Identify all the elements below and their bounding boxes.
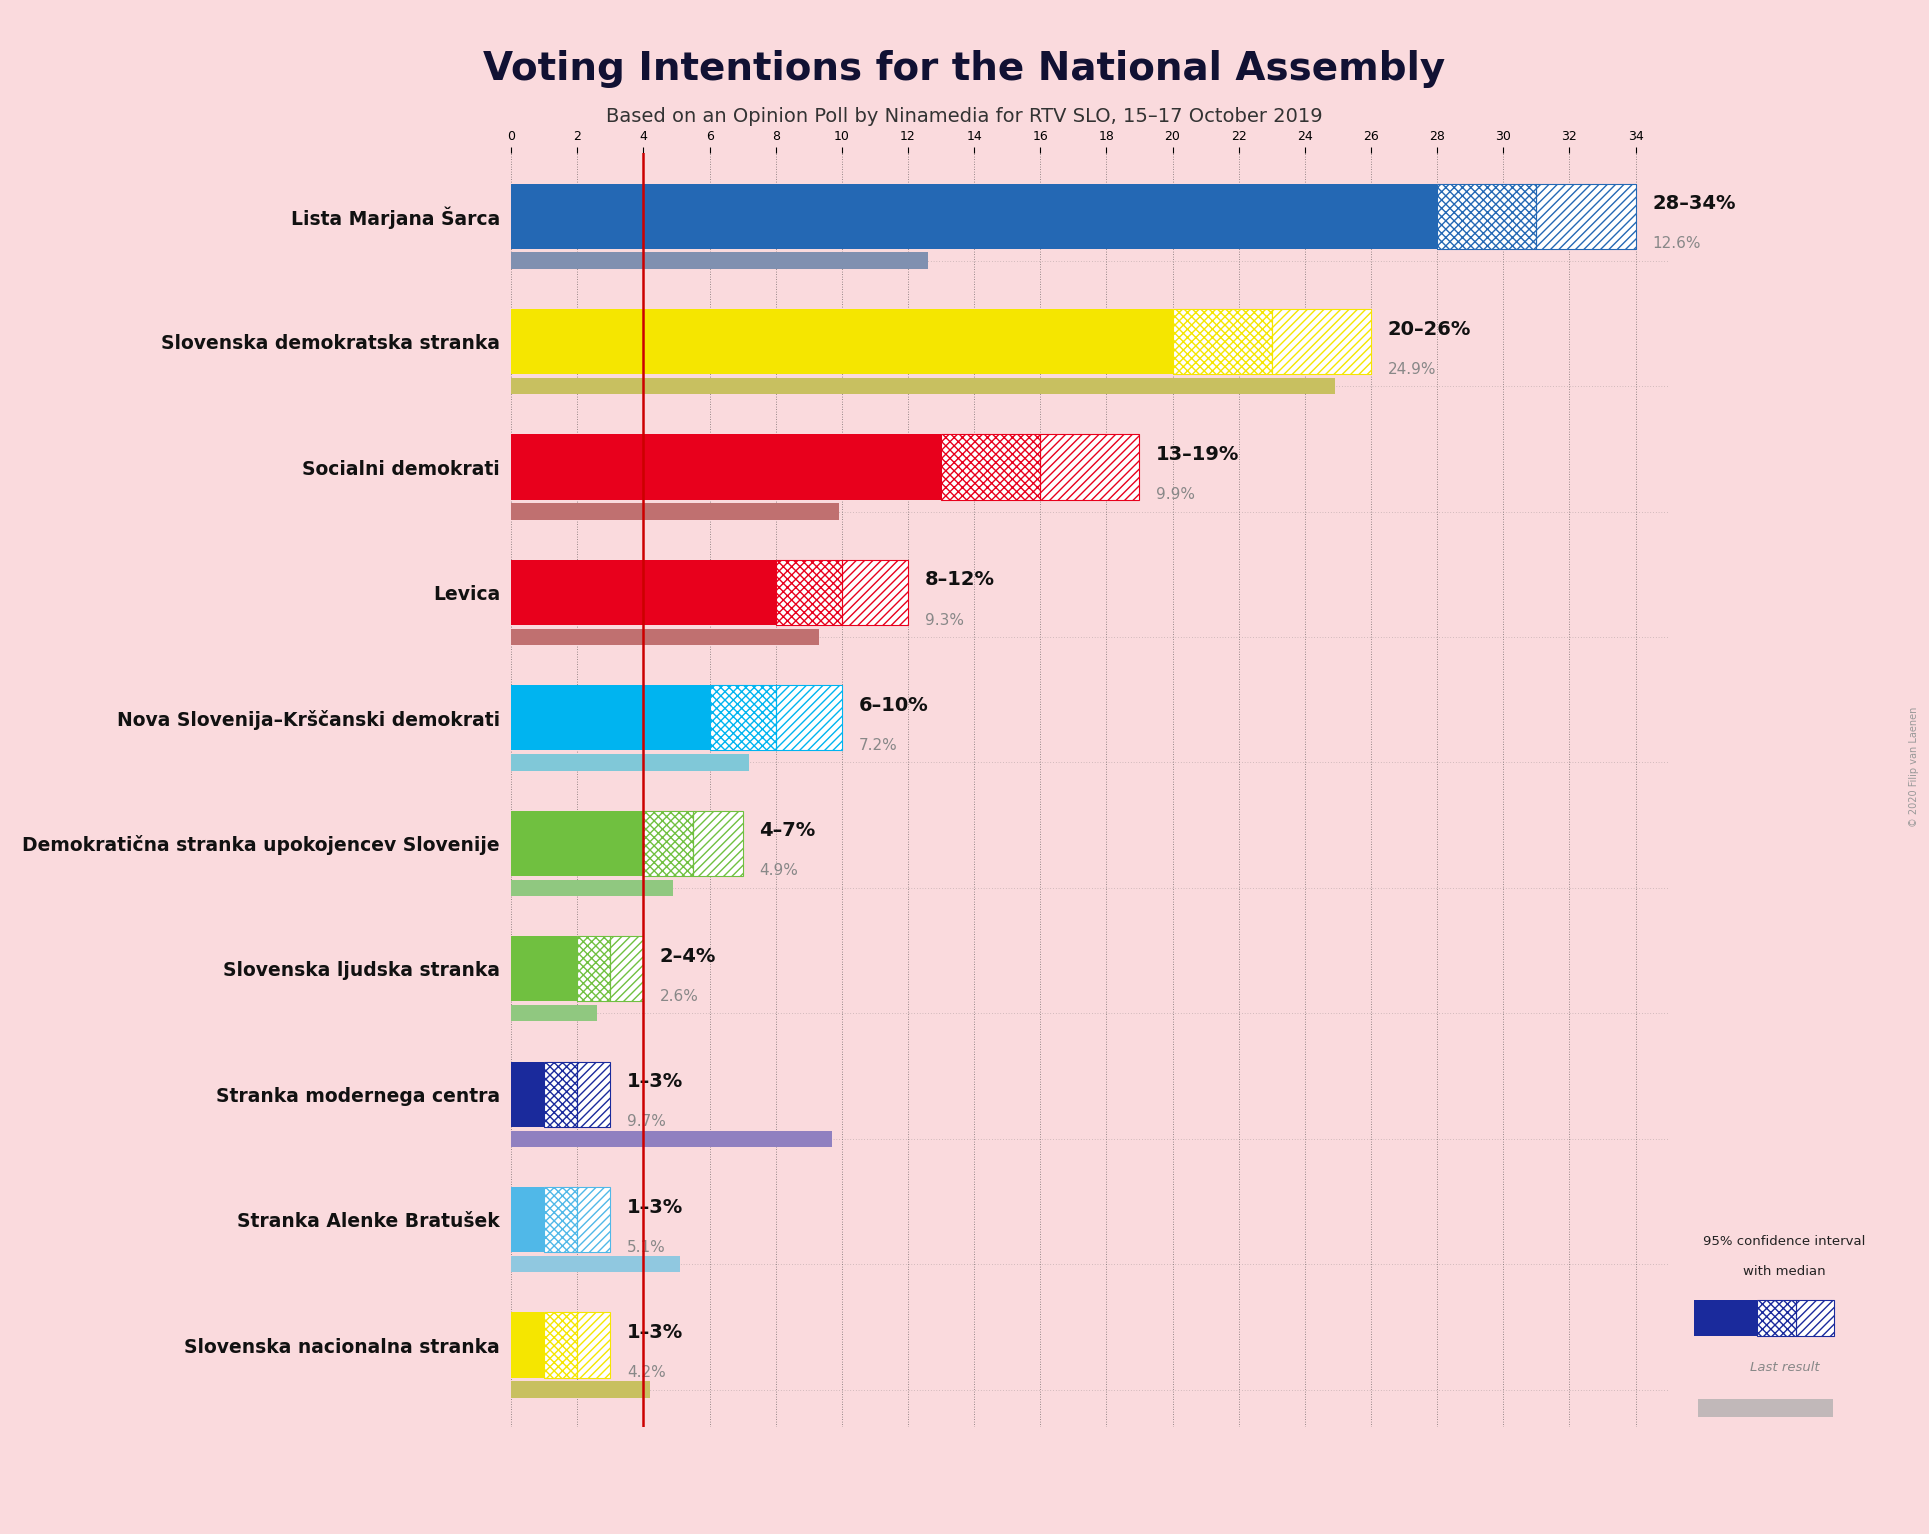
Bar <box>511 434 941 500</box>
Bar <box>544 1187 577 1252</box>
Bar <box>1757 1299 1796 1336</box>
Bar <box>1796 1299 1834 1336</box>
Bar <box>511 560 775 624</box>
Bar <box>544 1313 577 1378</box>
Bar <box>511 755 748 770</box>
Bar <box>511 810 644 876</box>
Text: 8–12%: 8–12% <box>924 571 995 589</box>
Bar <box>511 1005 598 1022</box>
Bar <box>544 1187 577 1252</box>
Bar <box>1173 308 1271 374</box>
Bar <box>710 686 775 750</box>
Bar <box>693 810 743 876</box>
Bar <box>511 936 577 1002</box>
Bar <box>511 1062 544 1127</box>
Bar <box>941 434 1040 500</box>
Bar <box>610 936 644 1002</box>
Bar <box>544 1062 577 1127</box>
Bar <box>511 1313 544 1378</box>
Text: 5.1%: 5.1% <box>627 1239 666 1255</box>
Text: 6–10%: 6–10% <box>858 696 928 715</box>
Text: 12.6%: 12.6% <box>1651 236 1701 252</box>
Text: 7.2%: 7.2% <box>858 738 897 753</box>
Bar <box>710 686 775 750</box>
Bar <box>610 936 644 1002</box>
Bar <box>511 377 1335 394</box>
Bar <box>511 1187 544 1252</box>
Text: 95% confidence interval: 95% confidence interval <box>1703 1235 1865 1247</box>
Bar <box>841 560 909 624</box>
Bar <box>693 810 743 876</box>
Text: Last result: Last result <box>1750 1361 1819 1374</box>
Bar <box>775 560 841 624</box>
Bar <box>511 308 1173 374</box>
Text: 20–26%: 20–26% <box>1387 319 1472 339</box>
Bar <box>1437 184 1535 249</box>
Bar <box>1694 1299 1757 1336</box>
Bar <box>544 1062 577 1127</box>
Text: 4.9%: 4.9% <box>760 864 799 879</box>
Bar <box>1271 308 1372 374</box>
Bar <box>1271 308 1372 374</box>
Bar <box>511 1131 831 1147</box>
Bar <box>1698 1399 1833 1417</box>
Text: 1–3%: 1–3% <box>627 1198 683 1216</box>
Bar <box>577 1187 610 1252</box>
Bar <box>1535 184 1636 249</box>
Bar <box>941 434 1040 500</box>
Bar <box>775 686 841 750</box>
Bar <box>1173 308 1271 374</box>
Text: with median: with median <box>1744 1264 1825 1278</box>
Bar <box>1040 434 1140 500</box>
Bar <box>577 936 610 1002</box>
Text: 9.3%: 9.3% <box>924 612 964 627</box>
Text: 4.2%: 4.2% <box>627 1365 666 1381</box>
Text: 13–19%: 13–19% <box>1155 445 1240 463</box>
Bar <box>1040 434 1140 500</box>
Bar <box>511 184 1437 249</box>
Bar <box>577 1313 610 1378</box>
Text: © 2020 Filip van Laenen: © 2020 Filip van Laenen <box>1908 707 1919 827</box>
Bar <box>1796 1299 1834 1336</box>
Text: 2–4%: 2–4% <box>660 946 716 966</box>
Bar <box>577 1313 610 1378</box>
Bar <box>775 560 841 624</box>
Bar <box>511 503 839 520</box>
Bar <box>577 1187 610 1252</box>
Text: 1–3%: 1–3% <box>627 1322 683 1342</box>
Bar <box>644 810 693 876</box>
Bar <box>841 560 909 624</box>
Bar <box>544 1313 577 1378</box>
Text: Based on an Opinion Poll by Ninamedia for RTV SLO, 15–17 October 2019: Based on an Opinion Poll by Ninamedia fo… <box>606 107 1323 126</box>
Bar <box>577 1062 610 1127</box>
Bar <box>644 810 693 876</box>
Bar <box>577 936 610 1002</box>
Bar <box>511 1382 650 1397</box>
Text: 9.7%: 9.7% <box>627 1114 666 1129</box>
Text: 24.9%: 24.9% <box>1387 362 1435 377</box>
Bar <box>511 629 818 646</box>
Text: 4–7%: 4–7% <box>760 821 816 841</box>
Bar <box>511 879 673 896</box>
Bar <box>577 1062 610 1127</box>
Bar <box>511 1256 679 1272</box>
Bar <box>1437 184 1535 249</box>
Bar <box>511 253 928 268</box>
Text: 28–34%: 28–34% <box>1651 195 1736 213</box>
Text: 2.6%: 2.6% <box>660 989 698 1003</box>
Text: 9.9%: 9.9% <box>1155 488 1196 502</box>
Bar <box>1757 1299 1796 1336</box>
Bar <box>511 686 710 750</box>
Text: 1–3%: 1–3% <box>627 1072 683 1091</box>
Bar <box>775 686 841 750</box>
Bar <box>1535 184 1636 249</box>
Text: Voting Intentions for the National Assembly: Voting Intentions for the National Assem… <box>484 51 1445 87</box>
